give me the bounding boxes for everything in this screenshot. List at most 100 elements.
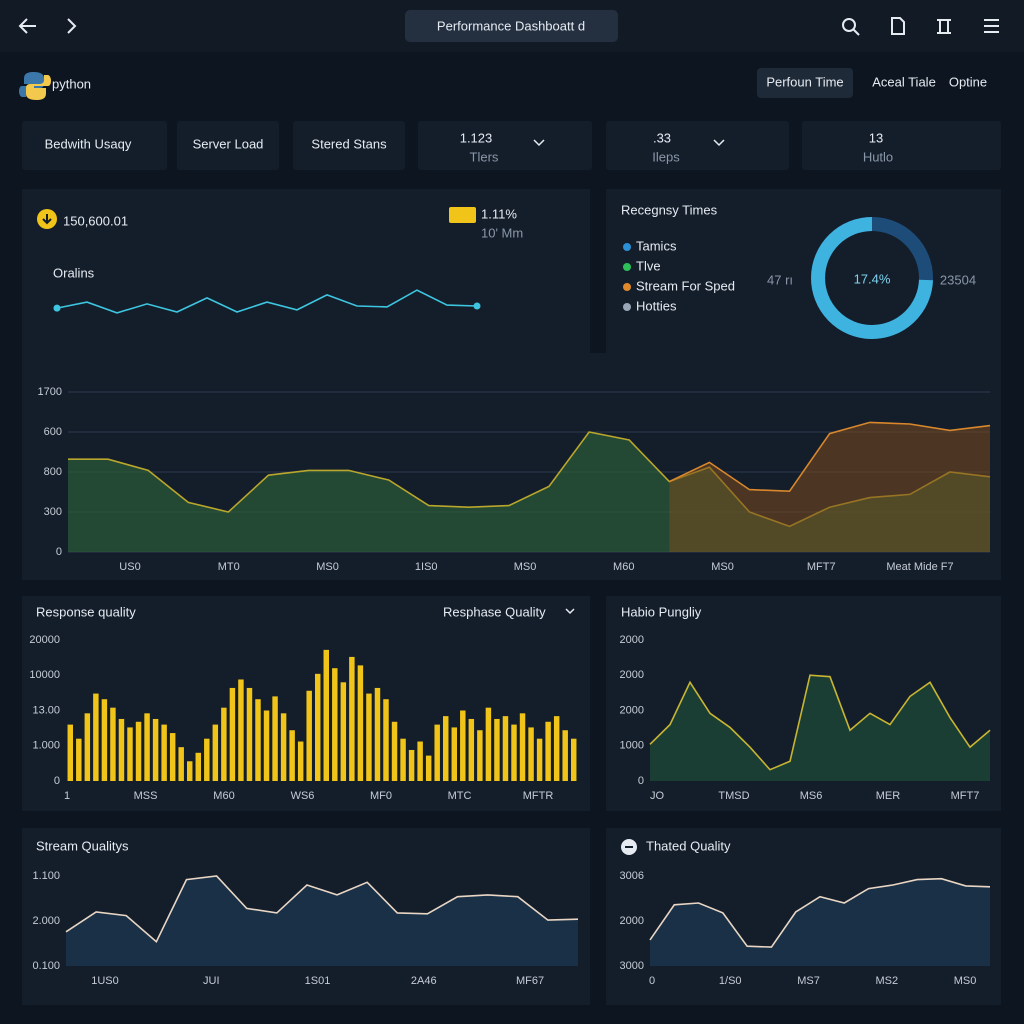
bar: [400, 738, 406, 781]
x-tick-label: 1IS0: [415, 561, 438, 573]
x-tick-label: MSS: [134, 790, 158, 802]
x-tick-label: 1/S0: [719, 975, 742, 987]
donut-left-label: 47 rı: [767, 272, 793, 287]
stat-label: Bedwith Usaqy: [45, 136, 132, 151]
back-button[interactable]: [18, 18, 36, 34]
x-tick-label: JUI: [203, 975, 220, 987]
bar: [434, 724, 440, 781]
bar: [425, 755, 432, 781]
donut-arc: [811, 217, 933, 339]
bar: [246, 687, 253, 781]
stat-card[interactable]: [606, 121, 789, 170]
y-tick-label: 2000: [620, 669, 644, 681]
title-box[interactable]: [405, 10, 618, 42]
bar: [545, 721, 551, 781]
tab[interactable]: Optine: [949, 74, 987, 89]
change: 1.11%: [481, 206, 517, 221]
recency-panel: [606, 189, 1001, 353]
bar: [255, 699, 261, 781]
area: [650, 675, 990, 781]
menu-icon[interactable]: [984, 19, 999, 33]
bar: [562, 730, 568, 781]
stat-label: Stered Stans: [311, 136, 387, 151]
bar: [169, 733, 176, 781]
y-tick-label: 3006: [620, 870, 644, 882]
chevron[interactable]: [533, 139, 545, 147]
x-tick-label: MT0: [218, 561, 240, 573]
bar: [289, 730, 295, 781]
bar: [152, 718, 159, 781]
y-tick-label: 1.100: [32, 870, 60, 882]
python-logo: [19, 72, 51, 100]
panel-title: Habio Pungliy: [621, 604, 702, 619]
bar: [485, 707, 492, 781]
x-tick-label: MS0: [954, 975, 977, 987]
x-tick-label: M60: [613, 561, 634, 573]
tab-active[interactable]: [757, 68, 853, 98]
stat-card[interactable]: [22, 121, 167, 170]
donut-label: 17.4%: [854, 271, 891, 286]
search-icon[interactable]: [842, 18, 860, 36]
x-tick-label: 1US0: [91, 975, 119, 987]
y-tick-label: 1000: [620, 740, 644, 752]
legend-swatch: [623, 283, 631, 291]
dropdown[interactable]: Resphase Quality: [443, 604, 546, 619]
legend-label: Tlve: [636, 258, 661, 273]
y-tick-label: 0: [54, 775, 60, 787]
area: [66, 876, 578, 966]
chevron[interactable]: [713, 139, 725, 147]
bar: [67, 724, 73, 781]
y-tick-label: 0: [638, 775, 644, 787]
line-end-dot: [53, 304, 61, 312]
x-tick-label: MFTR: [523, 790, 554, 802]
bar: [340, 682, 347, 781]
bar: [366, 693, 372, 781]
y-tick-label: 1.000: [32, 740, 60, 752]
amount: 150,600.01: [63, 213, 128, 228]
bar: [76, 738, 82, 781]
bar: [306, 690, 312, 781]
coin-arrow: [42, 214, 52, 225]
bar: [144, 713, 150, 781]
area: [669, 422, 990, 552]
line: [649, 674, 991, 771]
bar: [357, 665, 364, 781]
summary-panel: [22, 189, 590, 353]
bar: [221, 707, 227, 781]
bar: [161, 724, 167, 781]
bar: [417, 741, 423, 781]
bar: [536, 738, 543, 781]
legend-swatch: [623, 303, 631, 311]
line: [649, 877, 991, 948]
y-tick-label: 2000: [620, 704, 644, 716]
y-tick-label: 300: [44, 506, 62, 518]
bar: [477, 730, 483, 781]
stat-label: Server Load: [193, 136, 264, 151]
bar: [229, 687, 236, 781]
bar: [374, 687, 381, 781]
stat-card[interactable]: [418, 121, 592, 170]
y-tick-label: 800: [44, 466, 62, 478]
bar: [263, 710, 270, 781]
stat-card[interactable]: [177, 121, 279, 170]
stat-sub: Ileps: [652, 149, 680, 164]
x-tick-label: US0: [119, 561, 140, 573]
bar: [84, 713, 91, 781]
stat-card[interactable]: [293, 121, 405, 170]
forward-button[interactable]: [67, 18, 77, 34]
x-tick-label: MS0: [711, 561, 734, 573]
chevron[interactable]: [565, 608, 575, 615]
doc-icon[interactable]: [891, 17, 905, 35]
area: [650, 878, 990, 966]
bar: [408, 749, 415, 781]
x-tick-label: MS0: [316, 561, 339, 573]
bar: [127, 727, 133, 781]
settings-icon[interactable]: [937, 19, 951, 34]
stat-card[interactable]: [802, 121, 1001, 170]
bar: [332, 668, 338, 781]
y-tick-label: 2000: [620, 915, 644, 927]
stat-value: .33: [653, 130, 671, 145]
bar: [195, 752, 201, 781]
tab[interactable]: Perfoun Time: [766, 74, 843, 89]
tab[interactable]: Aceal Tiale: [872, 74, 936, 89]
